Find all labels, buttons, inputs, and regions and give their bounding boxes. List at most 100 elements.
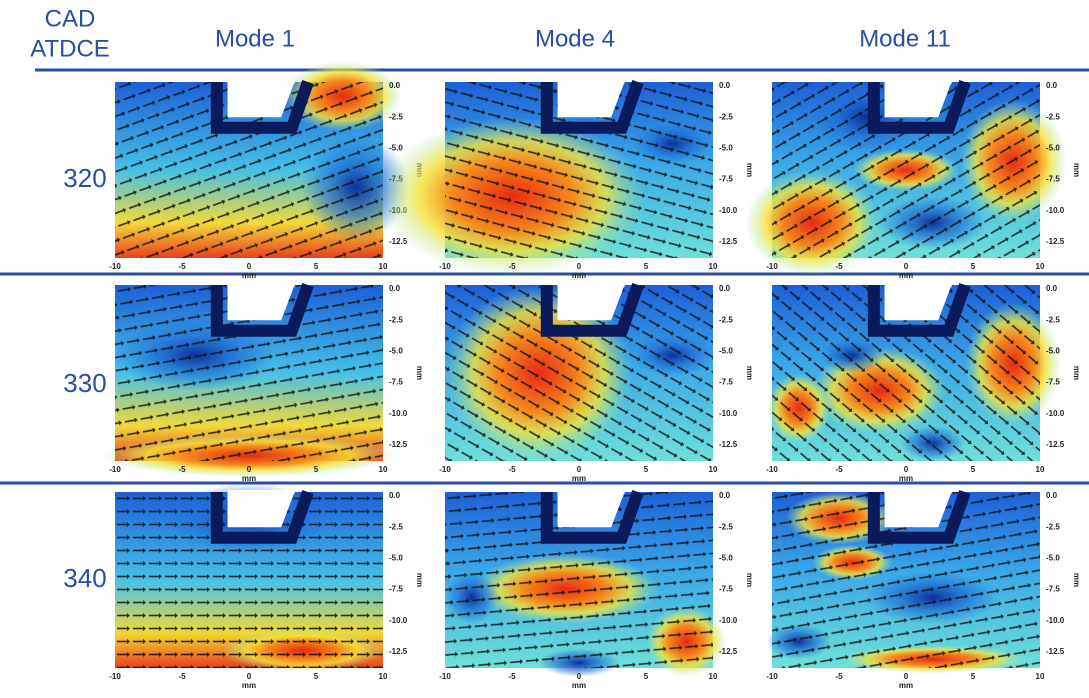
- x-tick-label: -10: [109, 672, 121, 681]
- y-axis-unit: mm: [745, 366, 754, 380]
- x-tick-label: 10: [379, 465, 388, 474]
- column-title: Mode 4: [535, 25, 615, 52]
- y-tick-label: -2.5: [1046, 522, 1060, 531]
- y-tick-label: -7.5: [719, 585, 733, 594]
- y-tick-label: -7.5: [1046, 378, 1060, 387]
- x-tick-label: -5: [508, 672, 516, 681]
- x-tick-label: 0: [904, 672, 909, 681]
- geometry-outline: [210, 80, 314, 134]
- y-tick-label: -12.5: [1046, 440, 1065, 449]
- geometry-outline: [867, 490, 971, 544]
- x-tick-label: 10: [1036, 672, 1045, 681]
- y-tick-label: -10.0: [389, 616, 408, 625]
- y-tick-label: -5.0: [1046, 554, 1060, 563]
- y-tick-label: -12.5: [719, 440, 738, 449]
- geometry-outline: [540, 80, 644, 134]
- heatmap-panel: [115, 60, 410, 258]
- x-tick-label: -10: [109, 465, 121, 474]
- y-tick-label: 0.0: [1046, 284, 1058, 293]
- x-tick-label: 5: [971, 262, 976, 271]
- y-tick-label: 0.0: [389, 284, 401, 293]
- geometry-cutout: [557, 285, 625, 321]
- column-title: Mode 1: [215, 25, 295, 52]
- y-tick-label: 0.0: [389, 491, 401, 500]
- geometry-cutout: [557, 492, 625, 528]
- x-tick-label: 0: [247, 465, 252, 474]
- y-tick-label: -10.0: [1046, 206, 1065, 215]
- y-tick-label: -2.5: [389, 522, 403, 531]
- x-tick-label: 10: [709, 262, 718, 271]
- y-tick-label: -5.0: [719, 144, 733, 153]
- y-axis-unit: mm: [415, 573, 424, 587]
- geometry-cutout: [884, 492, 952, 528]
- x-tick-label: 5: [971, 672, 976, 681]
- x-tick-label: 0: [904, 262, 909, 271]
- x-tick-label: 10: [1036, 465, 1045, 474]
- x-tick-label: 5: [644, 465, 649, 474]
- top-margin: [227, 490, 295, 494]
- geometry-outline: [867, 283, 971, 337]
- y-axis-unit: mm: [745, 573, 754, 587]
- x-tick-label: -10: [766, 262, 778, 271]
- corner-label: ATDCE: [30, 35, 110, 62]
- y-tick-label: -2.5: [1046, 315, 1060, 324]
- y-tick-label: -10.0: [389, 409, 408, 418]
- y-tick-label: -7.5: [719, 378, 733, 387]
- y-axis-unit: mm: [1072, 366, 1081, 380]
- x-tick-label: -5: [178, 672, 186, 681]
- y-tick-label: -12.5: [1046, 237, 1065, 246]
- geometry-cutout: [557, 82, 625, 118]
- top-margin: [884, 80, 952, 84]
- y-tick-label: 0.0: [389, 81, 401, 90]
- x-axis-unit: mm: [572, 681, 586, 690]
- y-tick-label: -2.5: [719, 315, 733, 324]
- geometry-cutout: [227, 82, 295, 118]
- x-tick-label: -10: [439, 672, 451, 681]
- y-tick-label: -10.0: [1046, 616, 1065, 625]
- top-margin: [227, 283, 295, 287]
- x-tick-label: 10: [379, 262, 388, 271]
- geometry-cutout: [227, 492, 295, 528]
- x-tick-label: 5: [314, 465, 319, 474]
- y-tick-label: -5.0: [1046, 144, 1060, 153]
- y-axis-unit: mm: [1072, 573, 1081, 587]
- top-margin: [557, 283, 625, 287]
- heatmap-panel: [766, 283, 1062, 461]
- y-tick-label: -2.5: [389, 315, 403, 324]
- geometry-cutout: [884, 285, 952, 321]
- y-tick-label: 0.0: [719, 491, 731, 500]
- y-tick-label: -5.0: [389, 347, 403, 356]
- y-tick-label: -2.5: [719, 522, 733, 531]
- heatmap-panel: [766, 490, 1040, 674]
- x-tick-label: 10: [709, 672, 718, 681]
- x-axis-unit: mm: [242, 474, 256, 483]
- row-label: 320: [63, 163, 106, 193]
- x-tick-label: 5: [644, 672, 649, 681]
- x-axis-unit: mm: [242, 271, 256, 280]
- y-tick-label: -10.0: [1046, 409, 1065, 418]
- x-axis-unit: mm: [572, 474, 586, 483]
- x-tick-label: 5: [314, 672, 319, 681]
- x-tick-label: 5: [644, 262, 649, 271]
- y-tick-label: -12.5: [389, 440, 408, 449]
- x-axis-unit: mm: [899, 474, 913, 483]
- y-tick-label: -2.5: [389, 112, 403, 121]
- x-tick-label: -10: [109, 262, 121, 271]
- y-tick-label: -7.5: [719, 175, 733, 184]
- row-label: 340: [63, 563, 106, 593]
- y-axis-unit: mm: [415, 366, 424, 380]
- x-tick-label: 0: [247, 672, 252, 681]
- x-tick-label: -5: [835, 465, 843, 474]
- x-tick-label: -5: [178, 262, 186, 271]
- y-axis-unit: mm: [745, 163, 754, 177]
- y-tick-label: 0.0: [719, 284, 731, 293]
- geometry-outline: [210, 283, 314, 337]
- heatmap-panel: [445, 490, 727, 677]
- geometry-outline: [210, 490, 314, 544]
- y-tick-label: -7.5: [389, 378, 403, 387]
- y-axis-unit: mm: [1072, 163, 1081, 177]
- x-tick-label: 0: [577, 262, 582, 271]
- x-tick-label: -5: [178, 465, 186, 474]
- geometry-cutout: [884, 82, 952, 118]
- x-tick-label: -5: [508, 465, 516, 474]
